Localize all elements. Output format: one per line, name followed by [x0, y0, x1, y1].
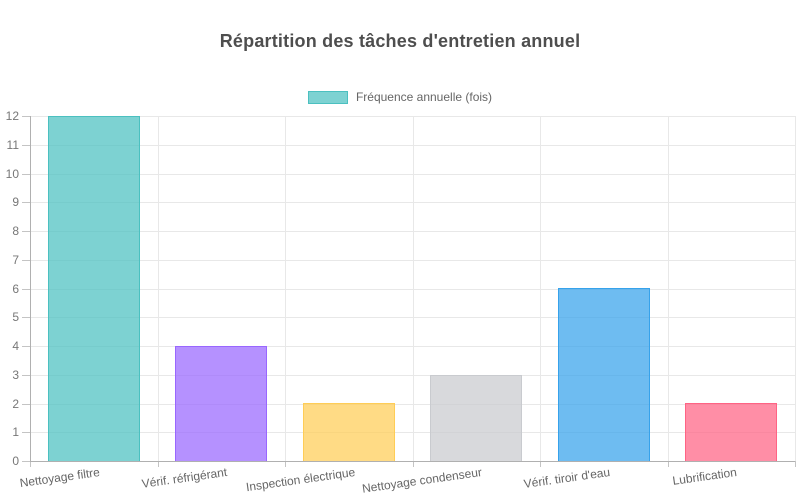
y-tick-label: 5: [12, 310, 19, 324]
legend-swatch: [307, 90, 348, 104]
gridline: [30, 404, 795, 405]
x-category-label: Nettoyage filtre: [19, 465, 101, 491]
y-tick-label: 4: [12, 339, 19, 353]
x-tick-mark: [30, 461, 31, 467]
y-tick-label: 12: [5, 109, 19, 123]
gridline: [30, 260, 795, 261]
y-tick-mark: [22, 231, 30, 232]
y-tick-label: 1: [12, 425, 19, 439]
gridline: [285, 116, 286, 461]
gridline: [30, 346, 795, 347]
gridline: [30, 145, 795, 146]
gridline: [30, 432, 795, 433]
y-tick-mark: [22, 145, 30, 146]
gridline: [30, 289, 795, 290]
gridline: [540, 116, 541, 461]
y-tick-mark: [22, 375, 30, 376]
legend-item-frequence-annuelle[interactable]: Fréquence annuelle (fois): [307, 90, 493, 104]
gridline: [795, 116, 796, 461]
bar-v-rif-r-frig-rant[interactable]: [175, 346, 267, 461]
y-tick-label: 0: [12, 454, 19, 468]
y-tick-label: 7: [12, 253, 19, 267]
x-tick-mark: [285, 461, 286, 467]
x-category-label: Nettoyage condenseur: [361, 465, 483, 496]
x-axis-line: [30, 461, 795, 462]
bar-lubrification[interactable]: [685, 403, 777, 461]
y-tick-label: 3: [12, 368, 19, 382]
x-tick-mark: [158, 461, 159, 467]
y-tick-mark: [22, 404, 30, 405]
y-axis-line: [30, 116, 31, 461]
legend-label: Fréquence annuelle (fois): [355, 90, 493, 104]
x-category-label: Vérif. réfrigérant: [140, 465, 228, 491]
x-tick-mark: [668, 461, 669, 467]
y-tick-label: 2: [12, 397, 19, 411]
x-category-label: Vérif. tiroir d'eau: [522, 465, 611, 491]
y-tick-mark: [22, 116, 30, 117]
gridline: [30, 202, 795, 203]
y-tick-label: 10: [5, 167, 19, 181]
chart-title: Répartition des tâches d'entretien annue…: [219, 31, 581, 51]
y-tick-mark: [22, 260, 30, 261]
y-tick-mark: [22, 289, 30, 290]
y-tick-label: 9: [12, 195, 19, 209]
gridline: [30, 231, 795, 232]
y-tick-mark: [22, 346, 30, 347]
y-tick-mark: [22, 461, 30, 462]
x-tick-mark: [795, 461, 796, 467]
y-tick-label: 6: [12, 282, 19, 296]
bar-nettoyage-condenseur[interactable]: [430, 375, 522, 461]
y-tick-mark: [22, 202, 30, 203]
x-tick-mark: [413, 461, 414, 467]
x-category-label: Lubrification: [671, 465, 738, 488]
y-tick-mark: [22, 432, 30, 433]
y-tick-mark: [22, 317, 30, 318]
chart-legend: Fréquence annuelle (fois): [0, 90, 800, 104]
gridline: [413, 116, 414, 461]
x-tick-mark: [540, 461, 541, 467]
gridline: [158, 116, 159, 461]
y-tick-mark: [22, 174, 30, 175]
y-tick-label: 11: [6, 138, 19, 152]
gridline: [668, 116, 669, 461]
bar-v-rif-tiroir-d-eau[interactable]: [558, 288, 650, 461]
gridline: [30, 317, 795, 318]
x-category-label: Inspection électrique: [244, 465, 356, 495]
gridline: [30, 116, 795, 117]
gridline: [30, 375, 795, 376]
gridline: [30, 174, 795, 175]
bar-inspection-lectrique[interactable]: [303, 403, 395, 461]
bar-nettoyage-filtre[interactable]: [48, 116, 140, 461]
y-tick-label: 8: [12, 224, 19, 238]
